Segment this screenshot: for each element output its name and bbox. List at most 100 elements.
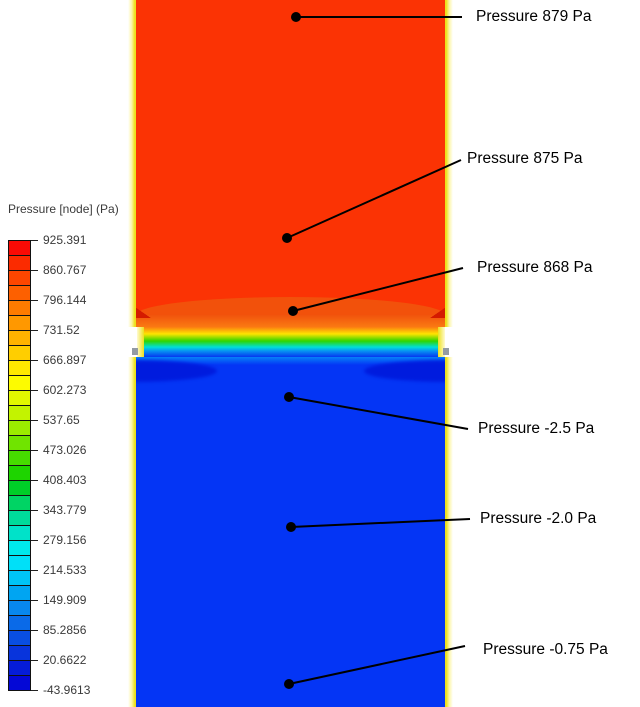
callout-probe-dot[interactable] [291, 12, 301, 22]
colorbar-cell [9, 676, 30, 690]
callout-label[interactable]: Pressure 875 Pa [467, 150, 583, 167]
legend-tick [31, 540, 38, 541]
colorbar-cell [9, 451, 30, 466]
left-seal [132, 348, 138, 355]
legend-tick [31, 630, 38, 631]
colorbar-cell [9, 526, 30, 541]
callout-probe-dot[interactable] [282, 233, 292, 243]
colorbar-cell [9, 511, 30, 526]
legend-tick-label: 860.767 [43, 263, 87, 277]
lower-left-dark-wedge [136, 360, 217, 382]
callout-probe-dot[interactable] [284, 679, 294, 689]
colorbar-cell [9, 601, 30, 616]
legend-tick [31, 300, 38, 301]
upper-chamber-contour [128, 0, 453, 327]
colorbar-cell [9, 631, 30, 646]
colorbar-cell [9, 346, 30, 361]
callout-label[interactable]: Pressure -2.5 Pa [478, 420, 595, 437]
legend-tick-label: 343.779 [43, 503, 87, 517]
colorbar-cell [9, 556, 30, 571]
colorbar-cell [9, 241, 30, 256]
upper-pressure-dome [136, 297, 445, 315]
callout-probe-dot[interactable] [284, 392, 294, 402]
legend-tick-label: 279.156 [43, 533, 87, 547]
callout-leader-line [290, 518, 471, 528]
callout-label[interactable]: Pressure -2.0 Pa [480, 510, 597, 527]
colorbar-cell [9, 301, 30, 316]
colorbar-cell [9, 391, 30, 406]
upper-left-wall [128, 0, 136, 327]
upper-chamber-fill [136, 0, 445, 327]
legend-tick-label: 925.391 [43, 233, 87, 247]
colorbar-cell [9, 646, 30, 661]
legend-title: Pressure [node] (Pa) [8, 202, 119, 216]
lower-left-wall [128, 357, 136, 707]
legend-tick [31, 660, 38, 661]
colorbar-cell [9, 286, 30, 301]
lower-inlet-gradient [136, 357, 445, 365]
callout-leader-line [292, 267, 464, 312]
callout-leader-line [286, 159, 462, 239]
colorbar[interactable] [8, 240, 31, 691]
colorbar-cell [9, 256, 30, 271]
colorbar-cell [9, 331, 30, 346]
legend-tick-label: 537.65 [43, 413, 80, 427]
lower-right-wall [445, 357, 453, 707]
colorbar-cell [9, 541, 30, 556]
legend-tick-label: 149.909 [43, 593, 87, 607]
colorbar-cell [9, 616, 30, 631]
colorbar-cell [9, 436, 30, 451]
callout-leader-line [288, 645, 466, 685]
legend-tick-label: -43.9613 [43, 683, 91, 697]
gap-left-wall [137, 327, 144, 357]
legend-tick-label: 214.533 [43, 563, 87, 577]
colorbar-cell [9, 571, 30, 586]
legend-tick [31, 510, 38, 511]
upper-outlet-gradient [136, 314, 445, 327]
legend-tick [31, 270, 38, 271]
legend-tick-label: 20.6622 [43, 653, 87, 667]
colorbar-cell [9, 661, 30, 676]
upper-left-stagnation-corner [136, 307, 152, 318]
legend-tick [31, 600, 38, 601]
lower-right-dark-wedge [364, 360, 445, 382]
colorbar-cell [9, 421, 30, 436]
callout-probe-dot[interactable] [288, 306, 298, 316]
legend-tick-label: 666.897 [43, 353, 87, 367]
callout-leader-line [288, 396, 469, 430]
colorbar-cell [9, 466, 30, 481]
legend-tick [31, 690, 38, 691]
legend-tick [31, 420, 38, 421]
colorbar-cell [9, 406, 30, 421]
right-seal [443, 348, 449, 355]
legend-tick-label: 85.2856 [43, 623, 87, 637]
gap-right-wall [438, 327, 445, 357]
colorbar-cell [9, 481, 30, 496]
colorbar-cell [9, 361, 30, 376]
legend-tick-label: 408.403 [43, 473, 87, 487]
legend-tick [31, 570, 38, 571]
legend-tick-label: 602.273 [43, 383, 87, 397]
colorbar-cell [9, 316, 30, 331]
legend-tick [31, 450, 38, 451]
upper-right-wall [445, 0, 453, 327]
callout-probe-dot[interactable] [286, 522, 296, 532]
gap-transition-contour [137, 327, 445, 357]
callout-label[interactable]: Pressure 868 Pa [477, 259, 593, 276]
legend-tick [31, 390, 38, 391]
colorbar-cell [9, 376, 30, 391]
colorbar-cell [9, 586, 30, 601]
gap-rainbow-gradient [144, 327, 438, 357]
legend-tick [31, 240, 38, 241]
legend-tick-label: 796.144 [43, 293, 87, 307]
legend-tick [31, 360, 38, 361]
legend-tick [31, 480, 38, 481]
legend-tick-label: 473.026 [43, 443, 87, 457]
callout-label[interactable]: Pressure -0.75 Pa [483, 641, 608, 658]
callout-label[interactable]: Pressure 879 Pa [476, 8, 592, 25]
upper-right-stagnation-corner [429, 307, 445, 318]
legend-tick-label: 731.52 [43, 323, 80, 337]
legend-tick [31, 330, 38, 331]
